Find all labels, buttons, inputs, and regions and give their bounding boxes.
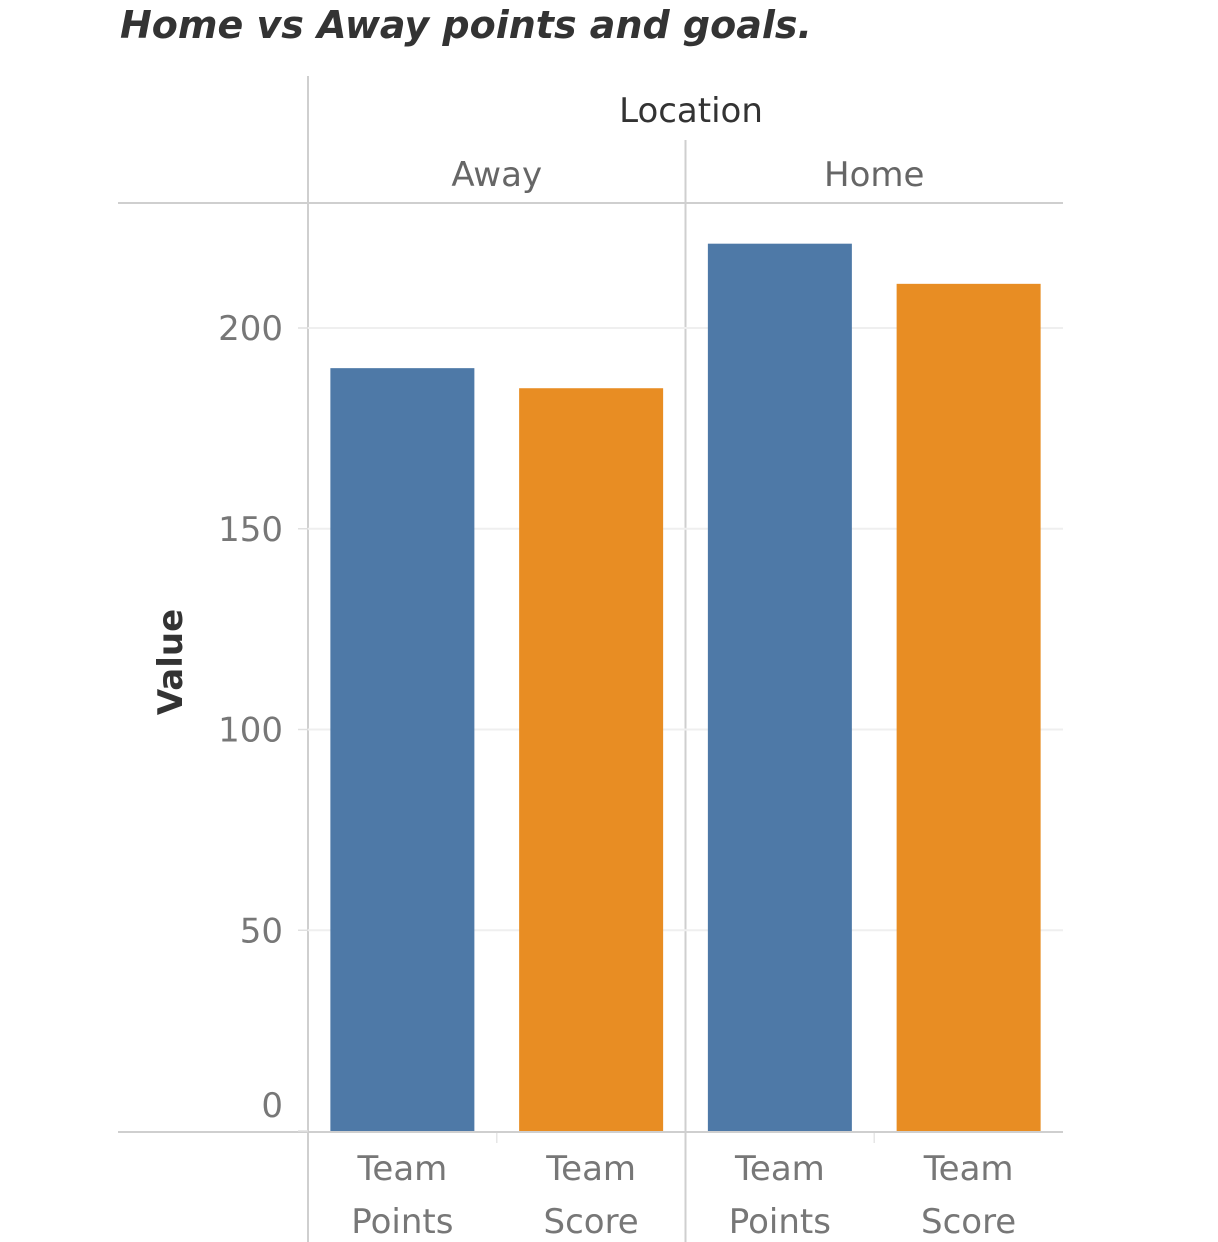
- column-header: Location: [619, 91, 763, 131]
- y-tick-label: 50: [240, 911, 283, 951]
- group-header-label: Home: [824, 155, 924, 195]
- chart-title: Home vs Away points and goals.: [120, 3, 812, 47]
- x-axis-labels: Team Points Team Score Team Points Team Score: [351, 1149, 1016, 1242]
- x-tick-label: Score: [544, 1202, 639, 1242]
- group-header-label: Away: [451, 155, 542, 195]
- bar: [519, 388, 664, 1132]
- y-tick-label: 0: [261, 1086, 283, 1126]
- y-tick-label: 150: [218, 510, 283, 550]
- y-tick-label: 200: [218, 309, 283, 349]
- bar: [707, 243, 852, 1131]
- x-tick-label: Team: [356, 1149, 447, 1189]
- y-axis-title: Value: [151, 609, 191, 715]
- bar: [330, 368, 475, 1131]
- x-tick-label: Team: [734, 1149, 825, 1189]
- y-axis-ticks: 0 50 100 150 200: [218, 309, 308, 1132]
- x-tick-label: Team: [545, 1149, 636, 1189]
- x-tick-label: Team: [923, 1149, 1014, 1189]
- x-tick-label: Points: [729, 1202, 831, 1242]
- group-headers: Away Home: [451, 155, 924, 195]
- x-tick-label: Score: [921, 1202, 1016, 1242]
- y-tick-label: 100: [218, 711, 283, 751]
- x-tick-label: Points: [351, 1202, 453, 1242]
- bar: [896, 283, 1041, 1132]
- bars: [330, 243, 1041, 1132]
- chart-frame: [118, 76, 1063, 1242]
